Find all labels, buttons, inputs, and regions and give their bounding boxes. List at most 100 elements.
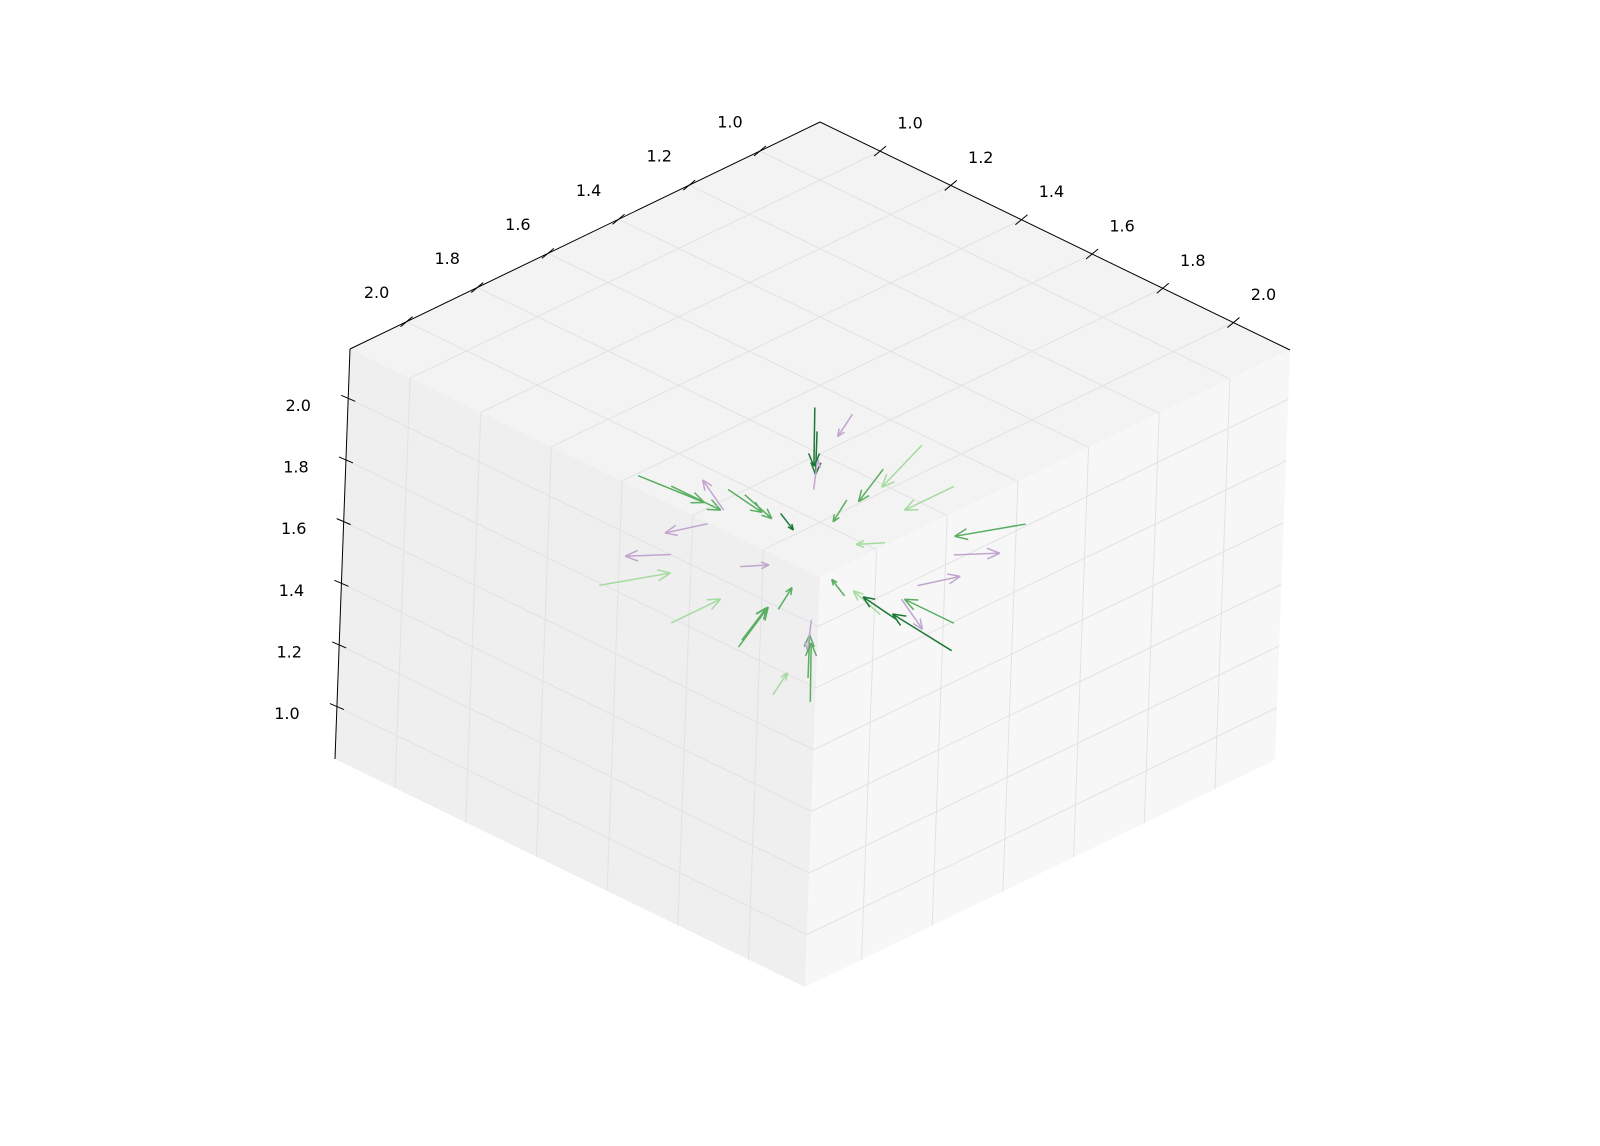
- grid-line: [547, 252, 1019, 482]
- grid-line: [480, 184, 951, 413]
- axis-line: [349, 121, 821, 350]
- grid-line: [621, 253, 1093, 482]
- y-tick-label: 2.0: [1251, 285, 1276, 304]
- arrow-shaft: [806, 619, 813, 651]
- grid-line: [861, 549, 878, 960]
- arrow-head: [954, 528, 967, 537]
- arrow-head: [852, 590, 859, 601]
- arrow: [903, 598, 955, 624]
- arrow-shaft: [702, 479, 725, 511]
- arrow-head: [804, 642, 812, 657]
- arrow-head: [947, 573, 961, 578]
- arrow-shaft: [862, 596, 898, 621]
- arrow-head: [892, 613, 907, 617]
- z-tick: [340, 394, 356, 402]
- arrow: [772, 672, 789, 696]
- arrow: [701, 479, 725, 511]
- arrow-shaft: [813, 407, 816, 467]
- arrow-head: [624, 555, 639, 562]
- arrow-head: [904, 598, 919, 601]
- arrow: [804, 642, 818, 702]
- arrow: [954, 523, 1026, 541]
- grid-line: [1002, 481, 1019, 892]
- arrow-head: [706, 508, 721, 511]
- arrow-shaft: [904, 485, 955, 511]
- arrow-shaft: [741, 607, 768, 641]
- panes: [335, 122, 1290, 987]
- arrow: [670, 598, 722, 624]
- arrow-head: [832, 514, 836, 522]
- arrow-head: [881, 473, 888, 488]
- arrow: [836, 413, 854, 438]
- arrow: [741, 606, 768, 641]
- arrow: [807, 407, 821, 467]
- arrow-shaft: [625, 553, 672, 557]
- arrow-head: [702, 479, 713, 487]
- arrow: [857, 468, 884, 503]
- arrow: [903, 485, 955, 512]
- arrow-shaft: [599, 572, 671, 587]
- arrow-shaft: [904, 598, 955, 624]
- grid-line: [931, 515, 948, 926]
- arrow-head: [710, 598, 722, 611]
- grid-line: [692, 287, 1163, 516]
- x-tick-label: 1.2: [647, 147, 672, 166]
- arrow-head: [760, 561, 770, 566]
- arrow-head: [813, 453, 821, 467]
- x-tick-label: 2.0: [364, 283, 389, 302]
- arrow-head: [954, 535, 969, 541]
- z-tick-label: 1.8: [283, 457, 308, 476]
- grid-line: [806, 707, 1278, 936]
- arrow: [900, 598, 924, 630]
- arrow-head: [807, 453, 815, 467]
- pane-left: [335, 349, 820, 987]
- arrow-head: [762, 607, 768, 620]
- z-tick-label: 1.2: [276, 642, 301, 661]
- arrow-head: [754, 501, 763, 513]
- arrow-head: [857, 489, 863, 502]
- arrow-shaft: [670, 485, 722, 511]
- grid-line: [465, 412, 482, 823]
- axis-line: [819, 121, 1291, 351]
- grid-line: [618, 218, 1089, 448]
- arrow-head: [837, 431, 845, 438]
- arrow: [862, 596, 898, 621]
- grid-line: [535, 446, 552, 857]
- x-tick-label: 1.8: [434, 249, 459, 268]
- arrow-shaft: [664, 522, 708, 534]
- arrow-head: [810, 462, 817, 475]
- arrow-head: [862, 596, 871, 608]
- y-tick: [944, 180, 958, 191]
- arrow-shaft: [737, 606, 769, 648]
- arrow-head: [858, 494, 870, 503]
- x-tick: [541, 248, 555, 259]
- y-tick-label: 1.8: [1180, 251, 1205, 270]
- arrow-head: [755, 606, 767, 615]
- arrow-head: [766, 508, 773, 519]
- arrow-shaft: [953, 552, 1000, 556]
- z-tick-label: 1.4: [279, 581, 304, 600]
- z-tick-label: 1.6: [281, 519, 306, 538]
- grid-line: [343, 521, 814, 751]
- pane-right: [805, 350, 1290, 987]
- arrow-head: [749, 509, 763, 514]
- arrow-head: [785, 672, 789, 681]
- arrow-head: [904, 508, 919, 512]
- arrow-shaft: [807, 634, 811, 679]
- arrow: [953, 547, 1001, 560]
- arrow-head: [919, 618, 924, 630]
- y-tick-label: 1.0: [897, 114, 922, 133]
- x-tick: [400, 316, 413, 328]
- z-tick: [336, 518, 351, 526]
- arrow-head: [804, 641, 809, 652]
- z-tick: [338, 456, 354, 464]
- grid-line: [336, 706, 808, 936]
- grid-line: [345, 459, 817, 689]
- y-tick: [1227, 317, 1240, 328]
- x-tick: [753, 145, 767, 157]
- arrow-head: [780, 672, 788, 678]
- arrow-head: [787, 526, 794, 531]
- arrow-shaft: [856, 541, 885, 546]
- arrow-head: [853, 589, 864, 595]
